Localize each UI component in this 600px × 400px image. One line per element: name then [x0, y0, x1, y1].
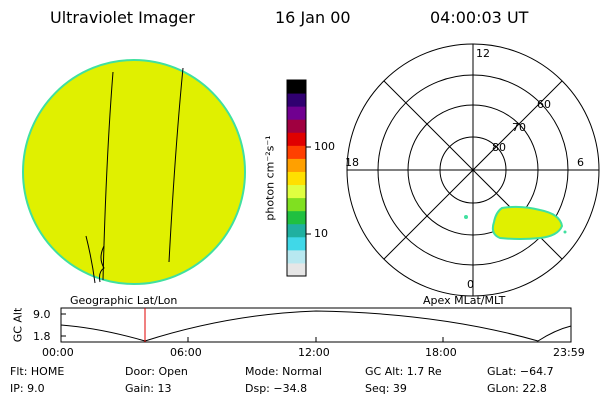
geographic-disk [22, 59, 246, 285]
alt-ytick-9: 9.0 [33, 308, 51, 321]
alt-xtick-0600: 06:00 [170, 346, 202, 359]
color-bar-band [287, 119, 306, 133]
gain-value: Gain: 13 [125, 382, 172, 395]
geographic-longitude: GLon: 22.8 [487, 382, 547, 395]
color-bar-band [287, 171, 306, 186]
alt-xtick-1200: 12:00 [298, 346, 330, 359]
colorbar-label-10: 10 [314, 227, 328, 240]
colorbar-label-100: 100 [314, 140, 335, 153]
auroral-emission-patch [491, 205, 564, 240]
mlat-label-70: 70 [512, 121, 526, 134]
meridian-line-1 [102, 71, 114, 281]
mode-status: Mode: Normal [245, 365, 322, 378]
mlt-label-18: 18 [345, 156, 359, 169]
apex-caption: Apex MLat/MLT [423, 294, 506, 307]
color-bar-band [287, 93, 306, 107]
emission-dot-2 [563, 230, 567, 234]
mlt-label-0: 0 [467, 278, 474, 291]
color-bar-band [287, 184, 306, 199]
flight-status: Flt: HOME [10, 365, 65, 378]
earth-disk [22, 59, 246, 285]
colorbar-unit: photon cm⁻²s⁻¹ [263, 135, 277, 221]
emission-dot [464, 215, 468, 219]
instrument-title: Ultraviolet Imager [50, 8, 195, 27]
color-bar-band [287, 106, 306, 120]
mlat-label-60: 60 [537, 98, 551, 111]
mlt-label-12: 12 [476, 47, 490, 60]
color-bar-band [287, 197, 306, 212]
door-status: Door: Open [125, 365, 188, 378]
color-bar-band [287, 223, 306, 238]
mlat-label-80: 80 [492, 141, 506, 154]
color-bar-band [287, 236, 306, 251]
alt-ylabel: GC Alt [11, 307, 25, 343]
color-bar-band [287, 80, 306, 94]
color-bar-band [287, 145, 306, 159]
geographic-caption: Geographic Lat/Lon [70, 294, 178, 307]
date-label: 16 Jan 00 [275, 8, 351, 27]
sequence-value: Seq: 39 [365, 382, 407, 395]
apex-polar-plot [346, 43, 600, 297]
polar-diagonal-2 [383, 80, 563, 260]
mlt-label-6: 6 [577, 156, 584, 169]
dsp-value: Dsp: −34.8 [245, 382, 308, 395]
gc-altitude: GC Alt: 1.7 Re [365, 365, 442, 378]
altitude-plot-frame [60, 307, 572, 343]
meridian-line-4 [99, 245, 105, 283]
alt-xtick-0000: 00:00 [42, 346, 74, 359]
meridian-line-3 [85, 235, 96, 284]
time-label: 04:00:03 UT [430, 8, 529, 27]
color-bar-band [287, 210, 306, 225]
ip-value: IP: 9.0 [10, 382, 45, 395]
color-bar-bands [287, 80, 306, 277]
altitude-curve [60, 310, 572, 342]
altitude-plot [60, 307, 572, 343]
alt-xtick-1800: 18:00 [425, 346, 457, 359]
alt-ytick-1.8: 1.8 [33, 330, 51, 343]
meridian-line-2 [168, 67, 184, 263]
color-bar-frame [286, 79, 307, 277]
color-bar-band [287, 158, 306, 172]
geographic-latitude: GLat: −64.7 [487, 365, 554, 378]
color-bar-band [287, 262, 306, 277]
color-scale [286, 79, 311, 277]
color-bar-band [287, 132, 306, 146]
alt-xtick-2359: 23:59 [553, 346, 585, 359]
color-bar-band [287, 249, 306, 264]
